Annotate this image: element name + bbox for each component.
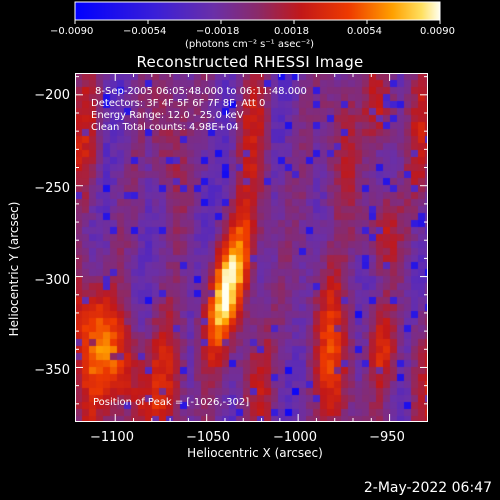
colorbar-tick-label: −0.0090 <box>50 26 94 37</box>
colorbar-tick-label: −0.0054 <box>123 26 167 37</box>
colorbar-tick-label: −0.0018 <box>196 26 240 37</box>
time-range-text: 8-Sep-2005 06:05:48.000 to 06:11:48.000 <box>95 86 307 97</box>
x-tick-label: −1100 <box>90 430 134 445</box>
y-axis-label: Heliocentric Y (arcsec) <box>7 201 21 337</box>
plot-title: Reconstructed RHESSI Image <box>136 53 364 71</box>
y-tick-label: −250 <box>34 181 70 196</box>
colorbar-tick-label: 0.0054 <box>347 26 382 37</box>
y-tick-label: −300 <box>34 273 70 288</box>
colorbar-gradient <box>74 1 441 21</box>
peak-position-text: Position of Peak = [-1026,-302] <box>93 397 250 408</box>
solar-image-panel: 8-Sep-2005 06:05:48.000 to 06:11:48.000 … <box>75 73 428 422</box>
x-tick-label: −950 <box>369 430 405 445</box>
colorbar-tick-label: 0.0090 <box>420 26 455 37</box>
x-axis-label: Heliocentric X (arcsec) <box>187 446 323 460</box>
reconstructed-image-raster <box>75 73 428 422</box>
x-tick-label: −1000 <box>273 430 317 445</box>
y-tick-label: −200 <box>34 88 70 103</box>
clean-counts-text: Clean Total counts: 4.98E+04 <box>91 122 239 133</box>
y-tick-label: −350 <box>34 363 70 378</box>
plot-timestamp: 2-May-2022 06:47 <box>363 480 492 496</box>
colorbar <box>74 1 441 24</box>
colorbar-tick-label: 0.0018 <box>274 26 309 37</box>
x-tick-label: −1050 <box>186 430 230 445</box>
energy-range-text: Energy Range: 12.0 - 25.0 keV <box>91 110 244 121</box>
colorbar-unit-label: (photons cm⁻² s⁻¹ asec⁻²) <box>185 39 315 50</box>
plot-axes-frame <box>75 73 428 422</box>
detectors-text: Detectors: 3F 4F 5F 6F 7F 8F, Att 0 <box>91 98 266 109</box>
